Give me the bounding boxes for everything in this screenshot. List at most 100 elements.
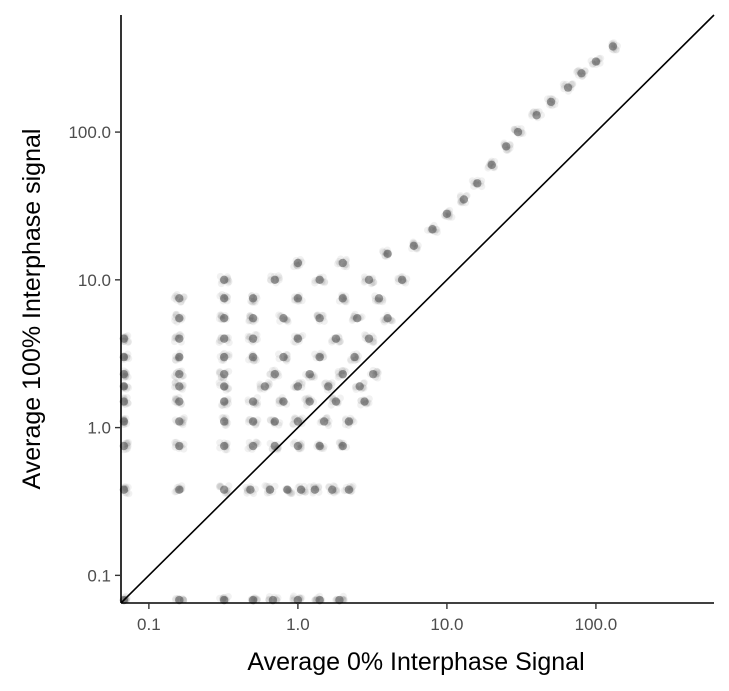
scatter-point	[275, 350, 292, 365]
scatter-point	[332, 592, 348, 605]
scatter-point	[216, 272, 233, 288]
scatter-point	[282, 485, 296, 498]
scatter-point	[275, 311, 292, 326]
scatter-point	[366, 366, 382, 382]
scatter-point	[265, 593, 282, 605]
scatter-point	[215, 333, 233, 347]
x-axis-ticks: 0.1 1.0 10.0 100.0	[137, 603, 617, 634]
y-tick-label: 100.0	[68, 123, 111, 142]
scatter-point	[215, 482, 233, 497]
scatter-point	[290, 378, 306, 392]
scatter-point	[608, 39, 621, 54]
scatter-point	[216, 592, 232, 605]
scatter-point	[119, 350, 133, 364]
scatter-point	[266, 272, 283, 287]
scatter-point	[468, 176, 486, 191]
scatter-point	[334, 366, 350, 381]
scatter-point	[357, 395, 373, 409]
scatter-point	[543, 94, 559, 110]
scatter-point	[289, 438, 306, 453]
scatter-point	[275, 394, 291, 408]
scatter-point	[528, 108, 545, 122]
scatter-point	[256, 378, 274, 393]
scatter-point	[510, 125, 527, 138]
scatter-point	[408, 238, 422, 253]
x-tick-label: 1.0	[286, 615, 310, 634]
scatter-point	[119, 394, 132, 408]
scatter-point	[170, 331, 185, 346]
scatter-point	[573, 66, 589, 80]
scatter-point	[290, 331, 307, 346]
scatter-point	[261, 482, 279, 497]
scatter-point	[171, 349, 184, 364]
scatter-point	[244, 415, 262, 429]
scatter-point	[587, 54, 605, 69]
scatter-point	[119, 381, 133, 393]
scatter-point	[441, 206, 456, 221]
scatter-point	[119, 367, 132, 382]
scatter-point	[361, 331, 378, 347]
scatter-point	[215, 379, 233, 394]
y-axis-title: Average 100% Interphase signal	[18, 129, 46, 490]
scatter-point	[371, 292, 387, 306]
scatter-point	[171, 310, 187, 326]
scatter-point	[245, 312, 260, 326]
scatter-point	[290, 256, 306, 271]
scatter-point	[215, 367, 233, 382]
scatter-point	[302, 369, 318, 382]
scatter-point	[306, 482, 323, 497]
scatter-point	[215, 311, 230, 324]
identity-line	[120, 14, 715, 604]
scatter-point	[301, 394, 318, 409]
scatter-point	[328, 333, 344, 346]
scatter-point	[216, 291, 232, 305]
scatter-point	[242, 483, 259, 498]
scatter-point	[500, 139, 514, 154]
scatter-point	[456, 192, 471, 207]
scatter-point	[341, 414, 358, 429]
scatter-point	[335, 291, 350, 306]
scatter-point	[119, 414, 131, 429]
scatter-point	[335, 438, 351, 451]
scatter-point	[423, 221, 441, 236]
scatter-point	[313, 440, 328, 453]
scatter-point	[244, 394, 262, 409]
scatter-point	[559, 80, 577, 95]
data-points	[119, 39, 621, 605]
scatter-point	[217, 395, 232, 409]
scatter-point	[119, 438, 133, 454]
scatter-point	[247, 292, 261, 306]
x-axis-title: Average 0% Interphase Signal	[247, 648, 584, 676]
x-tick-label: 100.0	[575, 615, 618, 634]
scatter-point	[348, 310, 366, 324]
scatter-point	[340, 482, 357, 496]
scatter-point	[289, 414, 307, 428]
scatter-point	[171, 482, 186, 496]
scatter-point	[216, 349, 233, 364]
scatter-point	[313, 311, 328, 325]
scatter-point	[311, 349, 328, 362]
x-tick-label: 10.0	[430, 615, 463, 634]
scatter-point	[379, 311, 396, 326]
scatter-point	[266, 366, 283, 382]
y-tick-label: 0.1	[87, 566, 111, 585]
scatter-point	[171, 438, 188, 453]
scatter-point	[119, 483, 133, 498]
scatter-point	[394, 273, 411, 287]
scatter-point	[171, 414, 188, 429]
scatter-point	[346, 350, 363, 365]
scatter-point	[119, 332, 133, 346]
scatter-point	[311, 592, 326, 605]
scatter-point	[171, 393, 186, 409]
scatter-point	[484, 157, 499, 172]
x-tick-label: 0.1	[137, 615, 161, 634]
scatter-point	[170, 367, 187, 381]
scatter-point	[244, 331, 261, 346]
scatter-point	[351, 379, 368, 393]
scatter-point	[216, 439, 231, 454]
scatter-point	[327, 394, 344, 409]
scatter-point	[334, 255, 351, 271]
scatter-point	[245, 351, 260, 365]
scatter-point	[379, 246, 393, 260]
